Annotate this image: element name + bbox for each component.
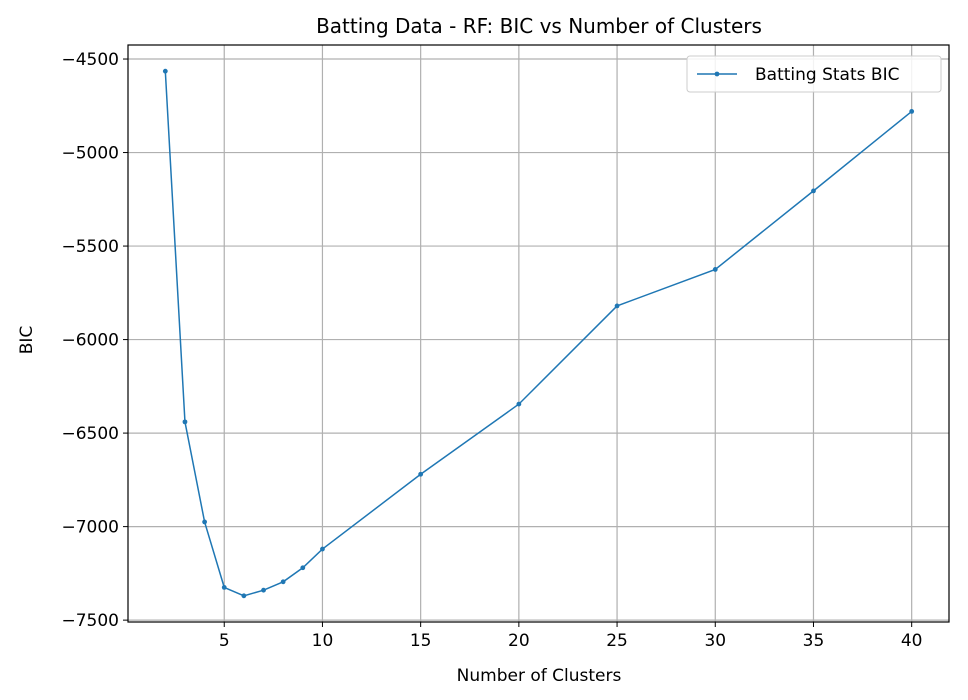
data-point bbox=[300, 565, 306, 571]
y-tick-label: −5000 bbox=[61, 144, 119, 164]
chart-title: Batting Data - RF: BIC vs Number of Clus… bbox=[316, 14, 762, 38]
data-point bbox=[909, 108, 915, 114]
data-point bbox=[162, 68, 168, 74]
legend-marker-swatch bbox=[714, 71, 720, 77]
x-tick-label: 35 bbox=[803, 631, 825, 651]
data-point bbox=[241, 593, 247, 599]
series-line bbox=[164, 71, 913, 597]
series-line-layer bbox=[162, 68, 915, 599]
x-tick-label: 30 bbox=[704, 631, 726, 651]
legend: Batting Stats BIC bbox=[686, 55, 942, 93]
legend-label: Batting Stats BIC bbox=[755, 65, 899, 85]
data-point bbox=[320, 546, 325, 552]
x-tick-label: 5 bbox=[219, 631, 230, 651]
x-tick-label: 40 bbox=[901, 631, 923, 651]
data-point bbox=[614, 303, 620, 309]
data-point bbox=[182, 419, 188, 425]
data-point bbox=[712, 267, 718, 272]
y-tick-label: −6000 bbox=[61, 331, 119, 351]
plot-frame bbox=[127, 44, 950, 623]
grid bbox=[128, 45, 949, 622]
x-axis-label: Number of Clusters bbox=[457, 666, 622, 686]
data-point bbox=[516, 401, 522, 407]
data-point bbox=[811, 188, 816, 194]
data-point bbox=[261, 587, 266, 593]
y-tick-label: −7500 bbox=[61, 611, 119, 631]
data-point bbox=[202, 519, 208, 525]
x-tick-label: 20 bbox=[508, 631, 530, 651]
x-tick-label: 10 bbox=[312, 631, 334, 651]
y-tick-label: −7000 bbox=[61, 518, 119, 538]
axis-ticks: 5 10 15 20 25 30 35 40 −4500 −5000 −5500 −6000 −6500… bbox=[61, 50, 922, 651]
data-point bbox=[221, 584, 227, 590]
legend-box bbox=[686, 55, 942, 93]
y-axis-label: BIC bbox=[17, 326, 37, 355]
y-tick-label: −6500 bbox=[61, 424, 119, 444]
y-tick-label: −5500 bbox=[61, 237, 119, 257]
x-tick-label: 25 bbox=[606, 631, 628, 651]
x-tick-label: 15 bbox=[410, 631, 432, 651]
data-point bbox=[418, 471, 424, 477]
data-point bbox=[280, 579, 286, 585]
y-tick-label: −4500 bbox=[61, 50, 119, 70]
